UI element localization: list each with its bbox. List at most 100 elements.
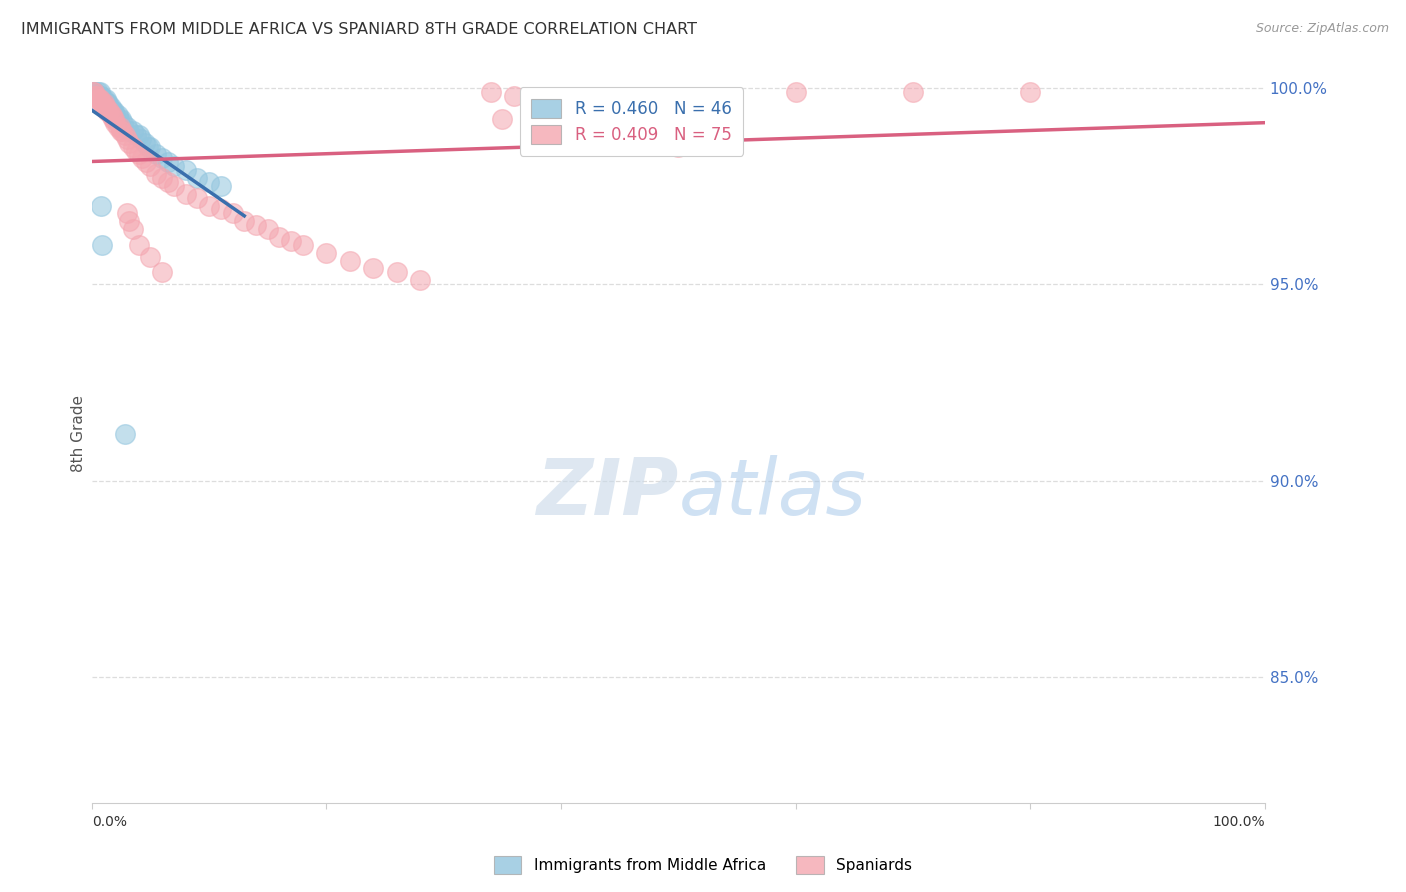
Point	[198, 198, 221, 212]
Point	[491, 112, 513, 127]
Point	[150, 152, 173, 166]
Point	[96, 104, 118, 119]
Point	[89, 85, 111, 99]
Point	[83, 85, 105, 99]
Point	[339, 253, 361, 268]
Point	[101, 112, 124, 127]
Point	[118, 124, 141, 138]
Point	[644, 112, 666, 127]
Legend: R = 0.460   N = 46, R = 0.409   N = 75: R = 0.460 N = 46, R = 0.409 N = 75	[520, 87, 744, 156]
Text: 0.0%: 0.0%	[91, 814, 127, 829]
Point	[114, 426, 136, 441]
Point	[135, 155, 157, 169]
Point	[157, 155, 180, 169]
Point	[86, 88, 108, 103]
Point	[174, 186, 197, 201]
Point	[125, 144, 148, 158]
Point	[221, 206, 243, 220]
Point	[129, 132, 152, 146]
Text: Source: ZipAtlas.com: Source: ZipAtlas.com	[1256, 22, 1389, 36]
Point	[96, 96, 118, 111]
Point	[136, 139, 159, 153]
Point	[108, 120, 131, 134]
Point	[86, 92, 108, 106]
Point	[256, 222, 278, 236]
Point	[121, 139, 143, 153]
Point	[103, 104, 125, 119]
Point	[385, 265, 408, 279]
Point	[91, 238, 114, 252]
Point	[107, 112, 129, 127]
Point	[145, 167, 167, 181]
Point	[84, 88, 107, 103]
Point	[93, 96, 115, 111]
Point	[209, 202, 232, 217]
Point	[115, 132, 138, 146]
Point	[245, 218, 267, 232]
Point	[107, 108, 129, 122]
Point	[83, 85, 105, 99]
Point	[666, 139, 689, 153]
Point	[139, 139, 162, 153]
Point	[115, 120, 138, 134]
Point	[93, 92, 115, 106]
Point	[101, 104, 124, 119]
Point	[86, 85, 108, 99]
Point	[163, 159, 186, 173]
Point	[139, 159, 162, 173]
Point	[100, 100, 122, 114]
Point	[97, 104, 120, 119]
Point	[785, 85, 807, 99]
Point	[620, 108, 643, 122]
Text: atlas: atlas	[678, 455, 866, 531]
Point	[363, 261, 385, 276]
Point	[666, 116, 689, 130]
Point	[128, 147, 150, 161]
Point	[98, 104, 121, 119]
Point	[596, 104, 619, 119]
Point	[90, 96, 112, 111]
Point	[280, 234, 302, 248]
Point	[150, 171, 173, 186]
Point	[186, 191, 208, 205]
Point	[409, 273, 432, 287]
Point	[163, 178, 186, 193]
Point	[526, 92, 548, 106]
Point	[131, 152, 153, 166]
Point	[128, 128, 150, 142]
Point	[112, 116, 135, 130]
Point	[89, 92, 111, 106]
Text: ZIP: ZIP	[536, 455, 678, 531]
Point	[94, 100, 117, 114]
Point	[114, 128, 136, 142]
Point	[174, 163, 197, 178]
Point	[901, 85, 924, 99]
Point	[91, 96, 114, 111]
Point	[550, 96, 572, 111]
Point	[134, 136, 156, 150]
Point	[90, 198, 112, 212]
Point	[82, 85, 104, 99]
Y-axis label: 8th Grade: 8th Grade	[72, 395, 86, 472]
Point	[86, 88, 108, 103]
Point	[98, 100, 121, 114]
Point	[110, 112, 132, 127]
Point	[609, 128, 631, 142]
Point	[157, 175, 180, 189]
Point	[110, 124, 132, 138]
Point	[103, 112, 125, 127]
Point	[115, 206, 138, 220]
Point	[233, 214, 256, 228]
Point	[82, 85, 104, 99]
Point	[145, 147, 167, 161]
Point	[128, 238, 150, 252]
Point	[269, 230, 291, 244]
Point	[118, 214, 141, 228]
Point	[574, 100, 596, 114]
Point	[87, 92, 110, 106]
Point	[89, 88, 111, 103]
Point	[315, 245, 337, 260]
Point	[104, 116, 127, 130]
Point	[125, 128, 148, 142]
Point	[105, 112, 128, 127]
